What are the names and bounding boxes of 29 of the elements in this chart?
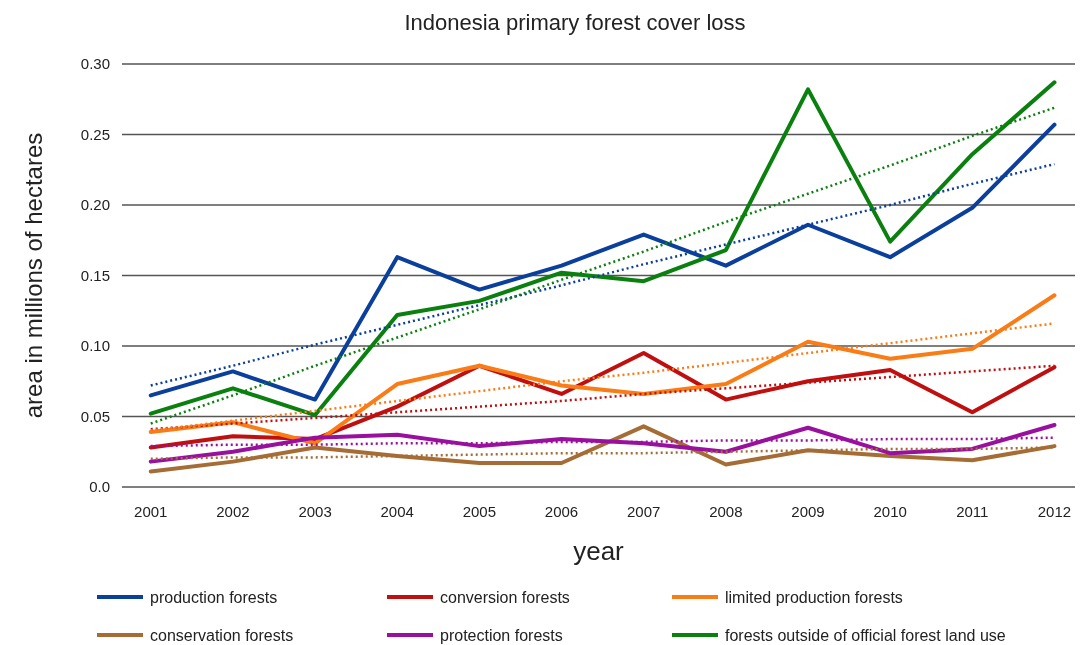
y-tick-label: 0.05 [80, 407, 110, 425]
legend-label: production forests [150, 588, 278, 606]
x-tick-label: 2009 [791, 503, 825, 520]
x-tick-label: 2001 [134, 503, 168, 520]
x-axis-title: year [573, 536, 625, 566]
x-tick-label: 2006 [544, 503, 579, 520]
y-tick-label: 0.25 [80, 125, 110, 143]
x-tick-label: 2012 [1037, 503, 1072, 520]
y-tick-label: 0.20 [80, 196, 110, 214]
x-tick-label: 2011 [956, 503, 989, 520]
y-tick-label: 0.15 [80, 266, 110, 284]
y-tick-label: 0.30 [80, 55, 110, 73]
chart-title: Indonesia primary forest cover loss [404, 10, 746, 35]
x-tick-label: 2008 [709, 503, 743, 520]
legend-label: forests outside of official forest land use [725, 626, 1006, 644]
x-tick-label: 2003 [298, 503, 332, 520]
x-tick-label: 2002 [216, 503, 250, 520]
legend-label: limited production forests [725, 588, 903, 606]
x-tick-label: 2010 [873, 503, 907, 520]
y-tick-label: 0.0 [89, 478, 110, 496]
legend-label: conservation forests [150, 626, 294, 644]
x-tick-label: 2007 [627, 503, 661, 520]
x-tick-label: 2005 [462, 503, 497, 520]
line-series [148, 422, 1057, 464]
legend-label: conversion forests [440, 588, 570, 606]
x-tick-label: 2004 [380, 503, 414, 520]
y-axis-title: area in millions of hectares [20, 132, 47, 419]
y-tick-label: 0.10 [80, 337, 110, 355]
legend-label: protection forests [440, 626, 563, 644]
